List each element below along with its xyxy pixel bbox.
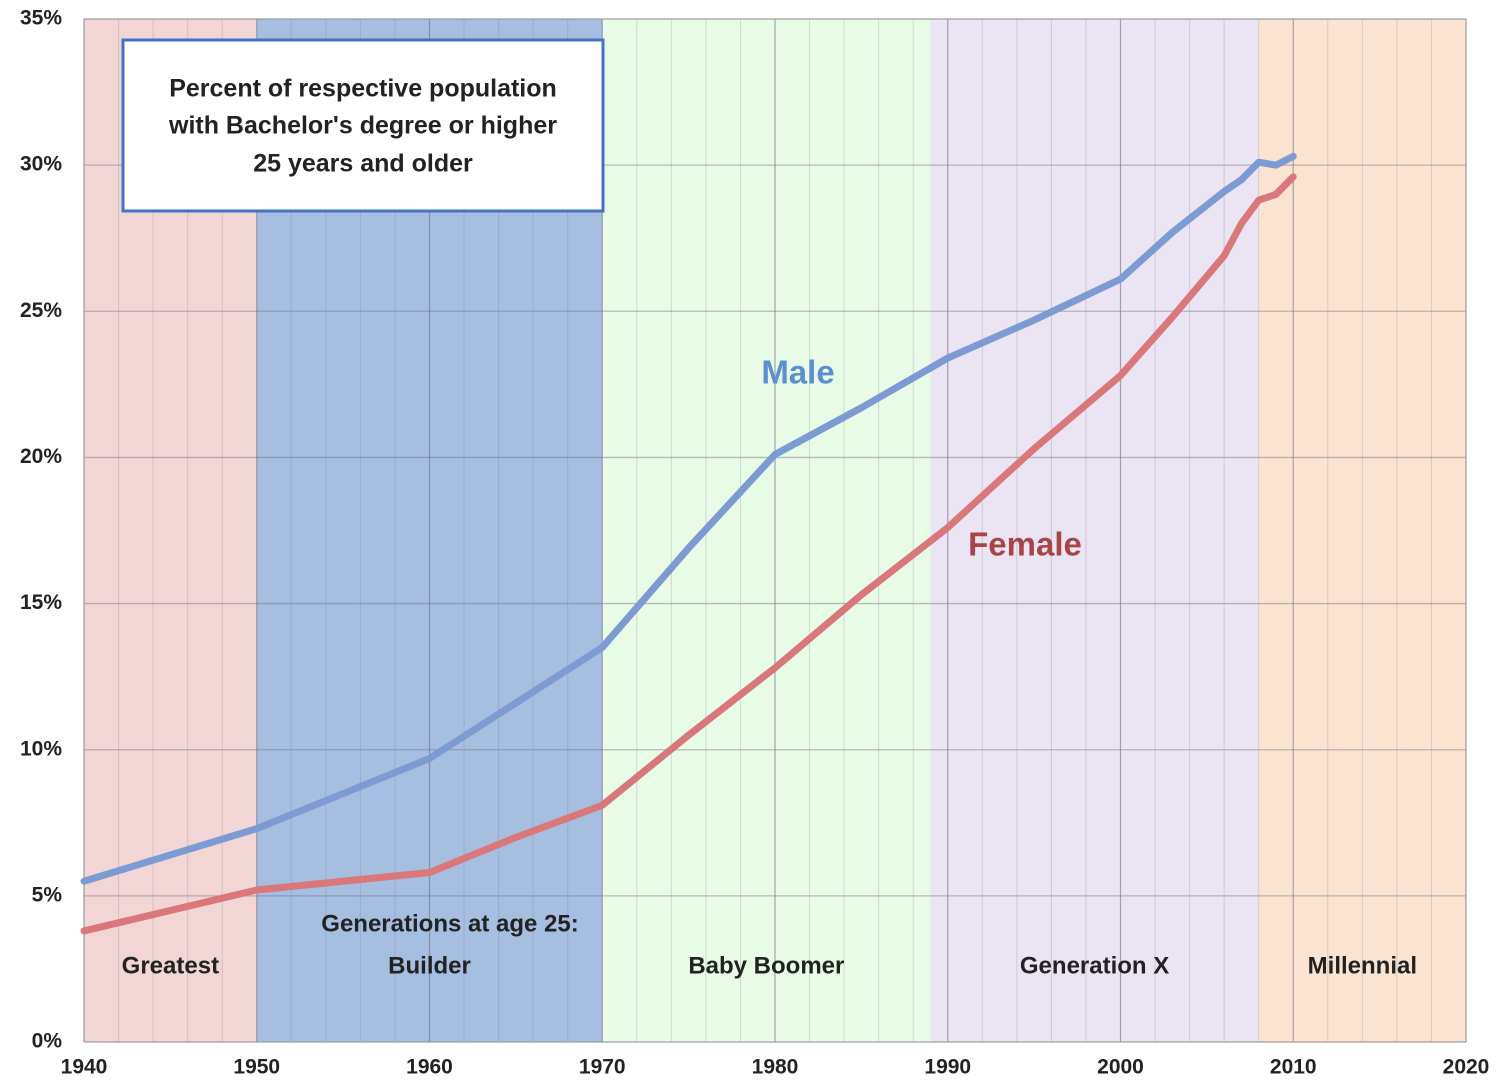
x-tick-label: 1990 [924, 1056, 971, 1079]
series-label: Male [761, 354, 834, 391]
x-tick-label: 2010 [1270, 1056, 1317, 1079]
chart-title: with Bachelor's degree or higher [168, 112, 557, 140]
x-tick-label: 1980 [752, 1056, 799, 1079]
x-tick-label: 1950 [233, 1056, 280, 1079]
x-tick-label: 2000 [1097, 1056, 1144, 1079]
x-tick-label: 1970 [579, 1056, 626, 1079]
band [1258, 19, 1466, 1042]
chart-title: 25 years and older [253, 150, 473, 178]
band [602, 19, 931, 1042]
band-label: Millennial [1308, 952, 1417, 979]
x-tick-label: 1940 [61, 1056, 108, 1079]
y-tick-label: 15% [20, 591, 62, 614]
series-line [80, 173, 1297, 935]
y-tick-label: 0% [32, 1030, 63, 1053]
band-label: Greatest [122, 952, 219, 979]
series-line [80, 152, 1297, 885]
y-tick-label: 30% [20, 153, 62, 176]
y-tick-label: 25% [20, 299, 62, 322]
plot-border [83, 18, 1467, 1043]
x-tick-label: 1960 [406, 1056, 453, 1079]
y-tick-label: 20% [20, 445, 62, 468]
y-tick-label: 10% [20, 737, 62, 760]
band-label: Generation X [1020, 952, 1169, 979]
band-label: Builder [388, 952, 471, 979]
grid [83, 18, 1467, 1043]
y-tick-label: 35% [20, 7, 62, 30]
band [930, 19, 1259, 1042]
band-label: Baby Boomer [688, 952, 844, 979]
x-tick-label: 2020 [1443, 1056, 1490, 1079]
y-tick-label: 5% [32, 883, 63, 906]
title-box [121, 38, 605, 213]
series-label: Female [968, 526, 1082, 563]
chart-title: Percent of respective population [169, 75, 557, 103]
lines [80, 152, 1297, 935]
labels: Greatest Builder Baby Boomer Generation X Mi… [20, 7, 1489, 1079]
band-heading: Generations at age 25: [321, 910, 578, 937]
